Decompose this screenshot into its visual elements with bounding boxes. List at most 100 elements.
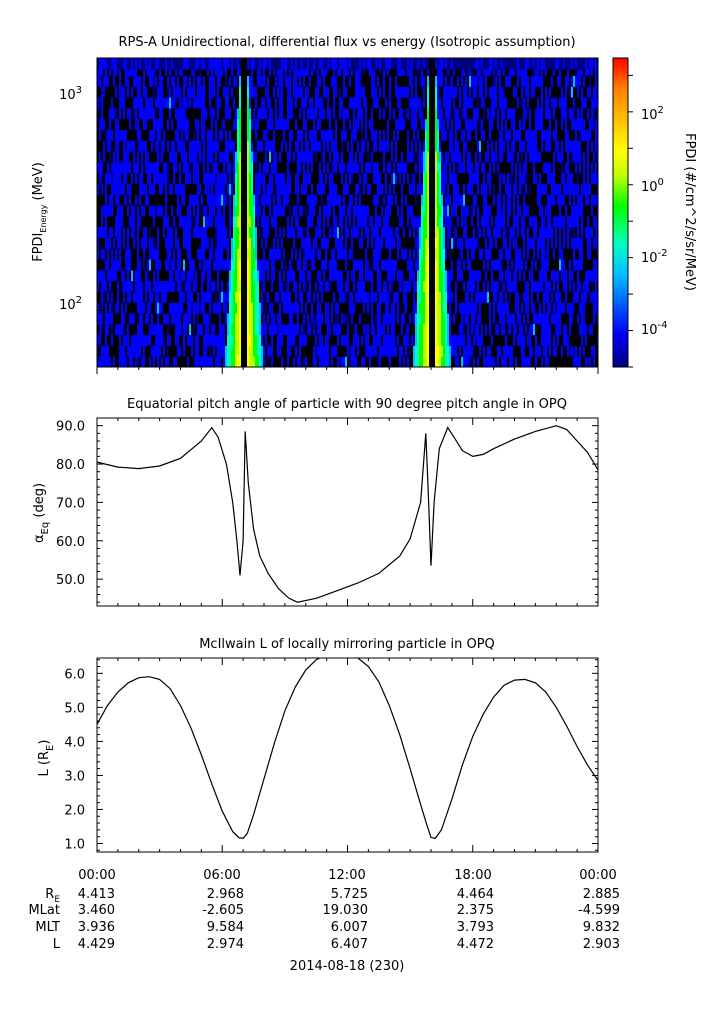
spectrogram-cell — [123, 291, 125, 303]
spectrogram-cell — [271, 313, 273, 325]
spectrogram-cell — [385, 313, 387, 325]
spectrogram-cell — [423, 183, 425, 195]
spectrogram-cell — [145, 205, 147, 217]
spectrogram-cell — [313, 248, 315, 260]
spectrogram-cell — [375, 259, 377, 271]
spectrogram-cell — [383, 237, 385, 249]
spectrogram-cell — [107, 151, 109, 163]
spectrogram-cell — [117, 323, 119, 336]
spectrogram-cell — [127, 259, 129, 271]
spectrogram-cell — [249, 97, 251, 109]
spectrogram-cell — [373, 86, 375, 98]
spectrogram-cell — [339, 205, 341, 217]
spectrogram-cell — [309, 323, 311, 336]
spectrogram-cell — [369, 205, 371, 217]
spectrogram-cell — [305, 237, 307, 249]
spectrogram-cell — [125, 323, 127, 336]
spectrogram-cell — [263, 151, 265, 163]
spectrogram-cell — [259, 334, 261, 346]
spectrogram-cell — [235, 215, 237, 228]
spectrogram-cell — [303, 172, 305, 184]
spectrogram-cell — [365, 345, 367, 357]
spectrogram-cell — [147, 194, 149, 206]
spectrogram-cell — [141, 248, 143, 260]
spectrogram-cell — [427, 313, 429, 325]
spectrogram-cell — [373, 226, 375, 238]
spectrogram-cell — [345, 345, 347, 357]
spectrogram-cell — [319, 334, 321, 346]
spectrogram-cell — [361, 226, 363, 238]
spectrogram-cell — [361, 323, 363, 336]
spectrogram-cell — [247, 97, 249, 109]
spectrogram-cell — [183, 140, 185, 152]
spectrogram-cell — [411, 58, 413, 70]
spectrogram-cell — [301, 248, 303, 260]
spectrogram-cell — [437, 280, 439, 292]
spectrogram-cell — [441, 345, 443, 357]
spectrogram-cell — [145, 323, 147, 336]
spectrogram-cell — [359, 151, 361, 163]
spectrogram-cell — [435, 172, 437, 184]
spectrogram-cell — [205, 86, 207, 98]
spectrogram-cell — [265, 345, 267, 357]
spectrogram-cell — [363, 183, 365, 195]
spectrogram-cell — [149, 86, 151, 98]
spectrogram-cell — [237, 248, 239, 260]
spectrogram-cell — [433, 161, 435, 174]
spectrogram-cell — [151, 75, 153, 87]
spectrogram-cell — [353, 161, 355, 174]
spectrogram-cell — [391, 237, 393, 249]
spectrogram-cell — [165, 259, 167, 271]
spectrogram-cell — [309, 151, 311, 163]
spectrogram-cell — [409, 97, 411, 109]
spectrogram-cell — [299, 334, 301, 346]
spectrogram-cell — [417, 280, 419, 292]
spectrogram-cell — [337, 302, 339, 314]
spectrogram-cell — [243, 302, 245, 314]
spectrogram-cell — [103, 345, 105, 357]
spectrogram-cell — [343, 172, 345, 184]
spectrogram-cell — [163, 97, 165, 109]
spectrogram-cell — [415, 323, 417, 336]
spectrogram-cell — [203, 107, 205, 120]
spectrogram-cell — [193, 323, 195, 336]
spectrogram-cell — [355, 345, 357, 357]
spectrogram-cell — [437, 58, 439, 70]
spectrogram-cell — [251, 323, 253, 336]
spectrogram-cell — [237, 334, 239, 346]
spectrogram-cell — [289, 161, 291, 174]
spectrogram-cell — [265, 334, 267, 346]
spectrogram-cell — [267, 323, 269, 336]
spectrogram-cell — [215, 302, 217, 314]
spectrogram-cell — [255, 302, 257, 314]
spectrogram-cell — [433, 129, 435, 141]
spectrogram-cell — [257, 172, 259, 184]
spectrogram-cell — [195, 313, 197, 325]
spectrogram-cell — [311, 97, 313, 109]
spectrogram-cell — [419, 129, 421, 141]
spectrogram-cell — [353, 194, 355, 206]
spectrogram-cell — [101, 64, 103, 76]
spectrogram-cell — [311, 205, 313, 217]
spectrogram-cell — [123, 237, 125, 249]
spectrogram-cell — [393, 302, 395, 314]
spectrogram-cell — [237, 237, 239, 249]
spectrogram-cell — [105, 194, 107, 206]
spectrogram-cell — [281, 140, 283, 152]
spectrogram-cell — [335, 259, 337, 271]
spectrogram-cell — [267, 107, 269, 120]
spectrogram-cell — [207, 107, 209, 120]
spectrogram-cell — [391, 302, 393, 314]
spectrogram-cell — [97, 259, 99, 271]
spectrogram-cell — [279, 280, 281, 292]
spectrogram-cell — [227, 356, 229, 367]
spectrogram-cell — [173, 64, 175, 76]
spectrogram-cell — [181, 129, 183, 141]
spectrogram-cell — [159, 86, 161, 98]
spectrogram-cell — [247, 248, 249, 260]
spectrogram-cell — [423, 323, 425, 336]
spectrogram-cell — [283, 302, 285, 314]
spectrogram-cell — [145, 64, 147, 76]
spectrogram-cell — [147, 64, 149, 76]
spectrogram-cell — [311, 58, 313, 70]
